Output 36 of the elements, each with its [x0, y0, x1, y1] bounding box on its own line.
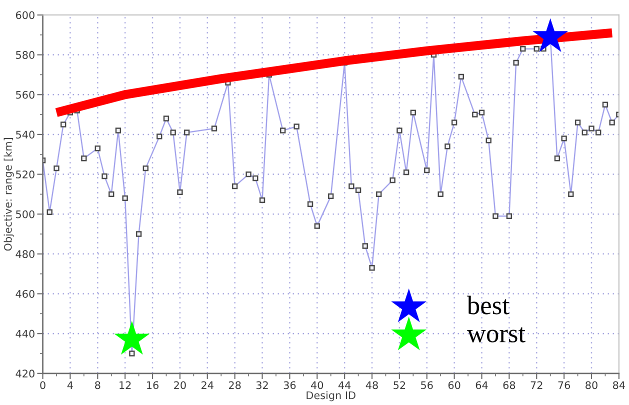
- x-tick-label: 4: [67, 381, 73, 389]
- x-tick-label: 20: [174, 381, 186, 390]
- x-tick-label: 24: [202, 381, 214, 389]
- x-tick-label: 8: [95, 381, 100, 390]
- x-tick-label: 68: [503, 381, 516, 390]
- y-tick-label: 560: [16, 90, 34, 99]
- y-tick-label: 420: [16, 370, 34, 378]
- y-tick-label: 540: [16, 130, 34, 139]
- x-tick-label: 76: [558, 381, 570, 390]
- x-tick-label: 60: [448, 381, 460, 390]
- x-tick-label: 64: [476, 381, 488, 390]
- y-tick-label: 580: [16, 51, 34, 59]
- legend-label: worst: [466, 327, 526, 342]
- y-tick-label: 460: [16, 290, 34, 298]
- x-tick-label: 16: [147, 381, 158, 390]
- y-tick-label: 500: [16, 210, 34, 218]
- x-tick-label: 40: [311, 381, 324, 390]
- x-tick-label: 36: [284, 381, 296, 390]
- y-tick-label: 480: [16, 250, 34, 258]
- x-tick-label: 56: [421, 381, 433, 390]
- y-tick-label: 600: [16, 11, 34, 20]
- x-axis-title: Design ID: [306, 391, 356, 402]
- x-tick-label: 12: [120, 381, 131, 389]
- x-tick-label: 52: [394, 381, 406, 390]
- x-tick-label: 84: [613, 381, 625, 390]
- y-axis-title: Objective: range [km]: [4, 138, 14, 251]
- legend-label: best: [466, 296, 510, 314]
- y-tick-label: 440: [16, 330, 34, 338]
- y-tick-label: 520: [16, 170, 34, 178]
- x-tick-label: 72: [530, 381, 542, 389]
- x-tick-label: 0: [40, 381, 46, 390]
- x-tick-label: 44: [338, 381, 351, 389]
- x-tick-label: 80: [586, 381, 598, 390]
- x-tick-label: 28: [228, 381, 241, 390]
- x-tick-label: 32: [256, 381, 268, 390]
- x-tick-label: 48: [366, 381, 378, 390]
